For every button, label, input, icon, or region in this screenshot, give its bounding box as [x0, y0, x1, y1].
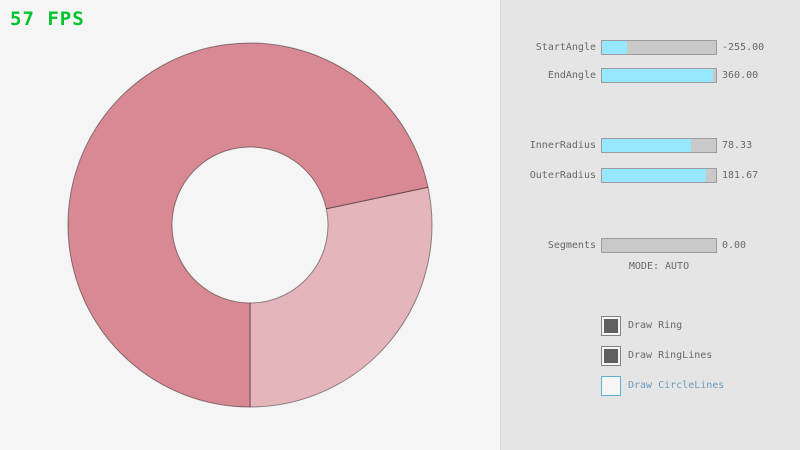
end-angle-slider[interactable] [601, 68, 717, 83]
checkmark-icon [604, 319, 618, 333]
end-angle-label: EndAngle [547, 70, 596, 81]
checkbox-draw-ring[interactable]: Draw Ring [601, 316, 682, 336]
start-angle-slider[interactable] [601, 40, 717, 55]
checkbox-box[interactable] [601, 376, 621, 396]
ring-sector-light [249, 186, 433, 408]
checkmark-icon [604, 349, 618, 363]
checkbox-box[interactable] [601, 316, 621, 336]
checkbox-draw-ringlines[interactable]: Draw RingLines [601, 346, 712, 366]
checkbox-label: Draw Ring [628, 320, 683, 331]
slider-fill [602, 169, 706, 182]
outer-radius-value: 181.67 [722, 170, 759, 181]
end-angle-value: 360.00 [722, 70, 759, 81]
slider-row-end-angle: EndAngle 360.00 [501, 68, 800, 83]
fps-counter: 57 FPS [10, 8, 85, 30]
segments-label: Segments [547, 240, 596, 251]
slider-fill [602, 69, 713, 82]
outer-radius-label: OuterRadius [529, 170, 596, 181]
start-angle-label: StartAngle [535, 42, 596, 53]
slider-row-inner-radius: InnerRadius 78.33 [501, 138, 800, 153]
outer-radius-slider[interactable] [601, 168, 717, 183]
segments-mode-text: MODE: AUTO [628, 261, 690, 272]
checkbox-label: Draw RingLines [628, 350, 713, 361]
control-panel: StartAngle -255.00 EndAngle 360.00 Inner… [500, 0, 800, 450]
slider-row-segments: Segments 0.00 [501, 238, 800, 253]
inner-radius-slider[interactable] [601, 138, 717, 153]
segments-slider[interactable] [601, 238, 717, 253]
checkbox-draw-circlelines[interactable]: Draw CircleLines [601, 376, 724, 396]
slider-row-start-angle: StartAngle -255.00 [501, 40, 800, 55]
ring-sector-dark [67, 42, 429, 408]
slider-row-outer-radius: OuterRadius 181.67 [501, 168, 800, 183]
slider-fill [602, 41, 628, 54]
ring-chart [67, 42, 433, 408]
checkbox-box[interactable] [601, 346, 621, 366]
inner-radius-label: InnerRadius [529, 140, 596, 151]
inner-radius-value: 78.33 [722, 140, 753, 151]
start-angle-value: -255.00 [722, 42, 765, 53]
segments-value: 0.00 [722, 240, 747, 251]
slider-fill [602, 139, 691, 152]
checkbox-label: Draw CircleLines [628, 380, 725, 391]
